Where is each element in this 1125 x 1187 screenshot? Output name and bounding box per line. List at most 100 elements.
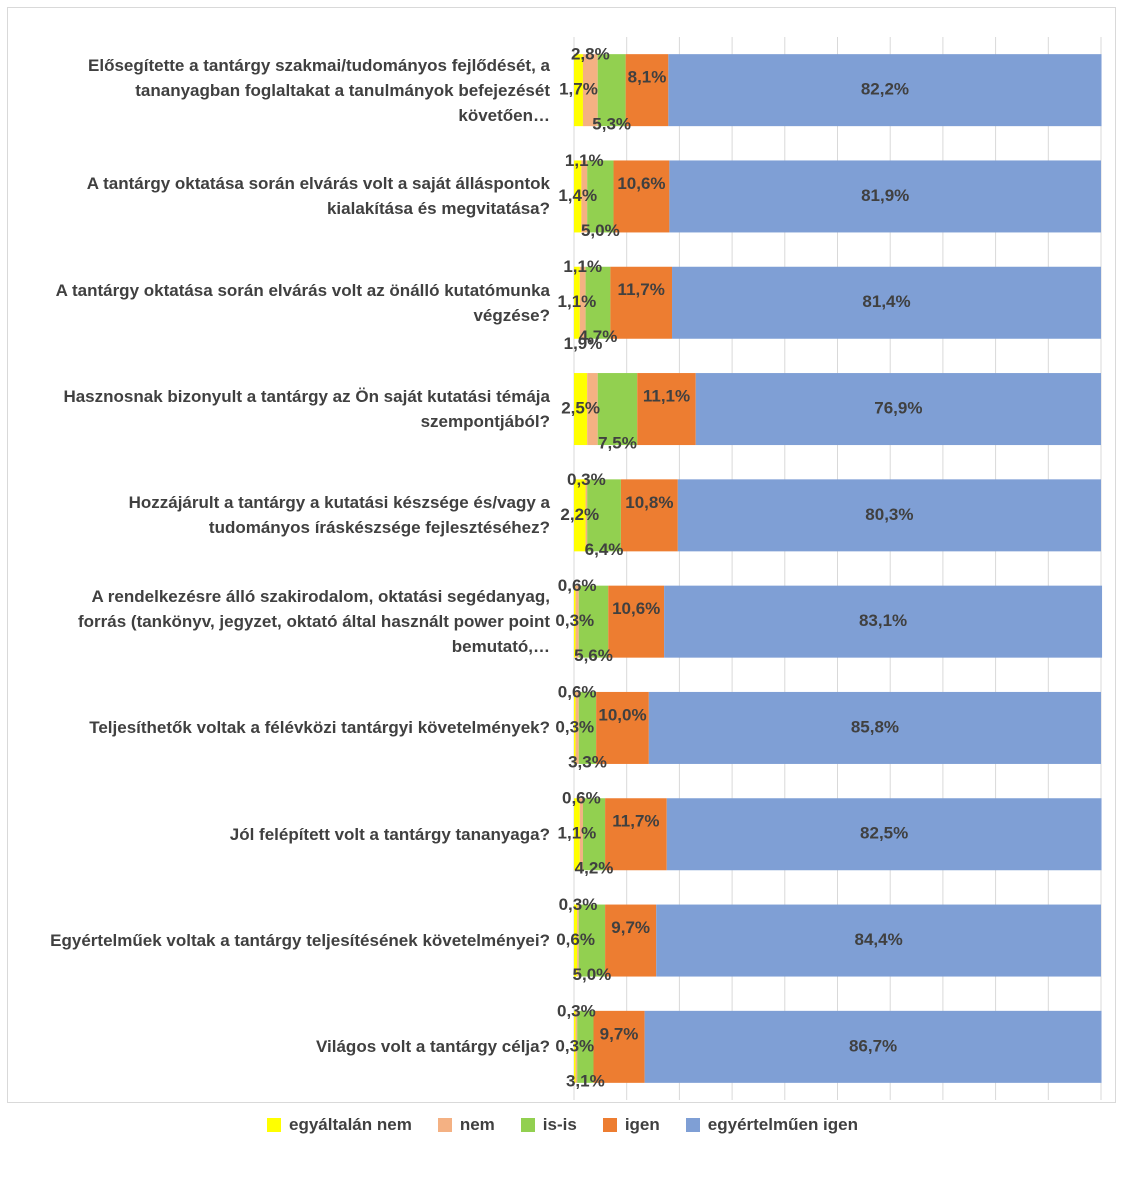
data-label: 0,3% xyxy=(555,717,594,736)
data-label: 7,5% xyxy=(598,434,637,453)
data-label: 0,6% xyxy=(558,576,597,595)
data-label: 10,8% xyxy=(625,493,673,512)
bar-segment xyxy=(574,373,588,446)
bar-segment xyxy=(574,904,578,977)
legend-label: is-is xyxy=(542,1115,577,1134)
bar-segment xyxy=(578,904,606,977)
bar-segment xyxy=(610,266,673,339)
data-label: 2,2% xyxy=(560,505,599,524)
data-label: 5,6% xyxy=(574,646,613,665)
legend-label: igen xyxy=(624,1115,660,1134)
bar-segment xyxy=(666,798,1102,871)
data-label: 0,6% xyxy=(556,930,595,949)
data-label: 10,6% xyxy=(617,174,665,193)
bar-segment xyxy=(593,1010,645,1083)
data-label: 5,0% xyxy=(581,221,620,240)
bar-segment xyxy=(587,160,614,233)
bar-segment xyxy=(581,160,588,233)
category-label: Hasznosnak bizonyult a tantárgy az Ön sa… xyxy=(63,387,550,432)
category-label: Egyértelműek voltak a tantárgy teljesíté… xyxy=(50,931,550,951)
bar-segment xyxy=(578,691,597,764)
data-label: 85,8% xyxy=(851,717,899,736)
data-label: 1,1% xyxy=(558,292,597,311)
bar-segment xyxy=(656,904,1101,977)
data-label: 83,1% xyxy=(859,611,907,630)
data-label: 0,6% xyxy=(562,789,601,808)
data-label: 0,3% xyxy=(567,470,606,489)
data-label: 10,0% xyxy=(598,705,646,724)
data-label: 2,5% xyxy=(561,399,600,418)
category-label: Teljesíthetők voltak a félévközi tantárg… xyxy=(89,718,550,738)
data-label: 0,3% xyxy=(557,1001,596,1020)
bar-segment xyxy=(648,691,1101,764)
data-label: 11,7% xyxy=(612,812,659,831)
legend-swatch xyxy=(520,1118,535,1132)
bar-segment xyxy=(605,904,657,977)
bar-segment xyxy=(582,54,598,127)
data-label: 4,7% xyxy=(579,327,618,346)
data-label: 10,6% xyxy=(612,599,660,618)
bar-segment xyxy=(574,266,580,339)
data-label: 1,1% xyxy=(565,151,604,170)
legend-item: egyáltalán nem xyxy=(267,1115,412,1135)
data-label: 80,3% xyxy=(865,505,913,524)
legend: egyáltalán nem nem is-is igen egyértelműen i… xyxy=(0,1115,1125,1135)
bar-segment xyxy=(574,691,576,764)
data-label: 1,4% xyxy=(558,186,597,205)
bar-segment xyxy=(574,160,582,233)
category-label: A tantárgy oktatása során elvárás volt a… xyxy=(55,280,550,325)
data-label: 1,7% xyxy=(559,80,598,99)
data-label: 1,1% xyxy=(563,257,602,276)
category-label: A rendelkezésre álló szakirodalom, oktat… xyxy=(78,587,550,657)
legend-item: egyértelműen igen xyxy=(685,1115,858,1135)
legend-label: nem xyxy=(459,1115,495,1134)
data-label: 3,3% xyxy=(568,752,607,771)
bar-segment xyxy=(574,479,586,552)
bar-segment xyxy=(620,479,678,552)
bar-segment xyxy=(669,160,1101,233)
data-label: 0,3% xyxy=(555,611,594,630)
bar-segment xyxy=(587,479,621,552)
bar-segment xyxy=(582,798,606,871)
legend-item: igen xyxy=(602,1115,660,1135)
data-label: 81,9% xyxy=(861,186,909,205)
bar-segment xyxy=(577,1010,594,1083)
bar-segment xyxy=(668,54,1102,127)
bar-segment xyxy=(695,373,1101,446)
data-label: 11,7% xyxy=(618,280,665,299)
bar-segment xyxy=(577,904,579,977)
bar-segment xyxy=(637,373,696,446)
data-label: 86,7% xyxy=(849,1036,897,1055)
category-label: Jól felépített volt a tantárgy tananyaga… xyxy=(229,824,550,844)
data-label: 3,1% xyxy=(566,1071,605,1090)
bar-segment xyxy=(574,798,580,871)
legend-swatch xyxy=(685,1118,700,1132)
legend-swatch xyxy=(267,1118,281,1132)
bar-segment xyxy=(613,160,670,233)
data-label: 5,3% xyxy=(592,115,631,134)
bar-segment xyxy=(608,585,665,658)
bar-segment xyxy=(672,266,1101,339)
data-label: 4,2% xyxy=(575,859,614,878)
bar-segment xyxy=(575,585,579,658)
data-label: 0,3% xyxy=(559,895,598,914)
category-label: Hozzájárult a tantárgy a kutatási készsé… xyxy=(128,493,550,538)
bar-segment xyxy=(644,1010,1102,1083)
chart-frame xyxy=(7,7,1116,1103)
bar-segment xyxy=(579,266,586,339)
annotation: 1,9% xyxy=(564,334,603,353)
bar-segment xyxy=(585,266,611,339)
bar-segment xyxy=(574,585,576,658)
data-label: 6,4% xyxy=(585,540,624,559)
bar-segment xyxy=(575,691,579,764)
data-label: 76,9% xyxy=(874,399,922,418)
bar-segment xyxy=(625,54,669,127)
legend-label: egyértelműen igen xyxy=(707,1115,858,1134)
bar-segment xyxy=(587,373,598,446)
bar-segment xyxy=(664,585,1103,658)
bar-segment xyxy=(574,1010,576,1083)
legend-swatch xyxy=(437,1118,452,1132)
data-label: 8,1% xyxy=(628,68,667,87)
data-label: 81,4% xyxy=(862,292,910,311)
